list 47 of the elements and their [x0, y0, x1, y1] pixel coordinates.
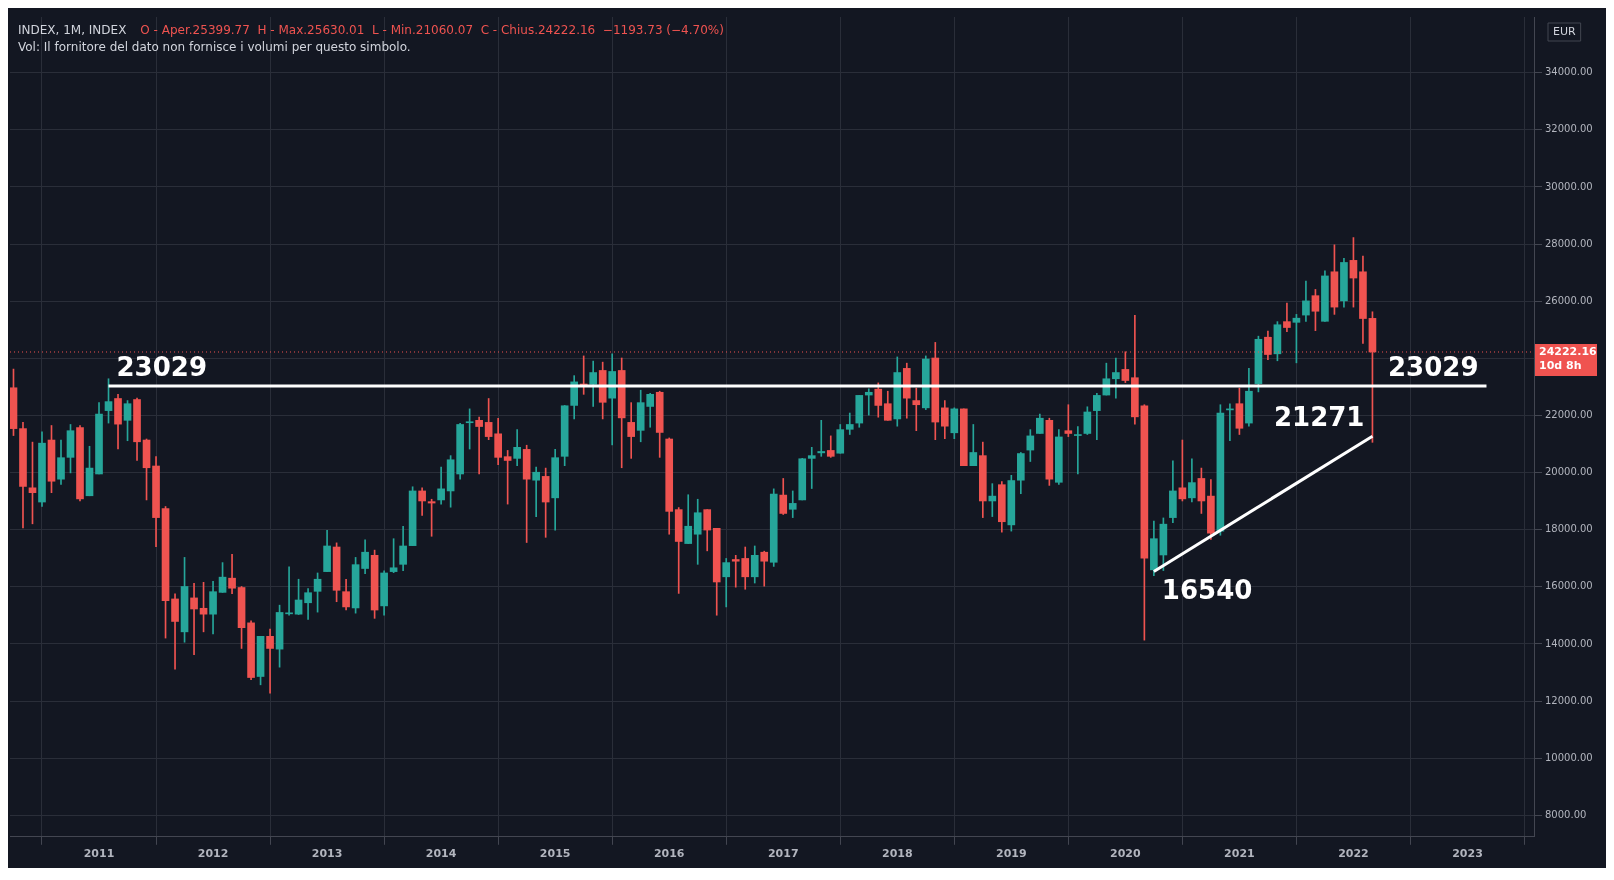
- text: INDEX, 1M, INDEX: [18, 23, 127, 38]
- x-tick-label: 2022: [1338, 847, 1369, 861]
- y-axis-title: EUR: [1553, 24, 1576, 38]
- x-tick-label: 2021: [1224, 847, 1255, 861]
- candlestick: [864, 388, 873, 416]
- candlestick: [532, 466, 540, 517]
- y-tick-label: 12000.00: [1545, 694, 1593, 706]
- annotation: Vol: Il fornitore del dato non fornisce i volumi per questo simbolo.: [18, 40, 411, 55]
- candlestick: [912, 387, 921, 432]
- x-tick-label: 2016: [653, 847, 685, 861]
- candlestick: [266, 628, 274, 694]
- y-tick-label: 28000.00: [1545, 237, 1593, 249]
- x-tick-label: 2011: [83, 847, 115, 861]
- ref-line-label: 24222.16 10d 8h: [1539, 344, 1598, 372]
- y-tick-label: 26000.00: [1545, 294, 1593, 306]
- x-tick-label: 2017: [767, 847, 799, 861]
- text: O - Aper.25399.77 H - Max.25630.01 L - Min.21060.07 C - Chius.24222.16 −1193.73 (−4.70%): [140, 23, 724, 38]
- x-tick-label: 2018: [881, 847, 913, 861]
- x-tick-label: 2023: [1452, 847, 1483, 861]
- y-tick-label: 10000.00: [1545, 751, 1593, 763]
- x-tick-label: 2012: [197, 847, 229, 861]
- y-tick-label: 18000.00: [1545, 523, 1593, 535]
- x-tick-label: 2013: [311, 847, 343, 861]
- y-tick-label: 34000.00: [1545, 66, 1593, 78]
- annotation: 21271: [1273, 402, 1365, 433]
- y-tick-label: 20000.00: [1545, 466, 1593, 478]
- y-tick-label: 22000.00: [1545, 409, 1593, 421]
- annotation: 23029: [1388, 351, 1479, 382]
- candlestick: [817, 419, 826, 457]
- y-tick-label: 16000.00: [1545, 580, 1593, 592]
- candlestick: [190, 583, 198, 656]
- candlestick: [807, 446, 816, 489]
- y-tick-label: 30000.00: [1545, 180, 1593, 192]
- x-tick-label: 2014: [425, 847, 457, 861]
- candlestick: [1283, 302, 1291, 333]
- candlestick: [988, 483, 997, 517]
- x-tick-label: 2020: [1110, 847, 1142, 861]
- annotation: 16540: [1161, 575, 1253, 606]
- annotation: 23029: [116, 351, 207, 382]
- candlestick: [1074, 426, 1082, 475]
- candlestick: [285, 566, 293, 616]
- y-tick-label: 32000.00: [1545, 123, 1593, 135]
- candlestick: [475, 416, 483, 475]
- x-tick-label: 2015: [539, 847, 571, 861]
- y-tick-label: 8000.00: [1545, 808, 1587, 820]
- y-tick-label: 14000.00: [1545, 637, 1593, 649]
- x-tick-label: 2019: [996, 847, 1027, 861]
